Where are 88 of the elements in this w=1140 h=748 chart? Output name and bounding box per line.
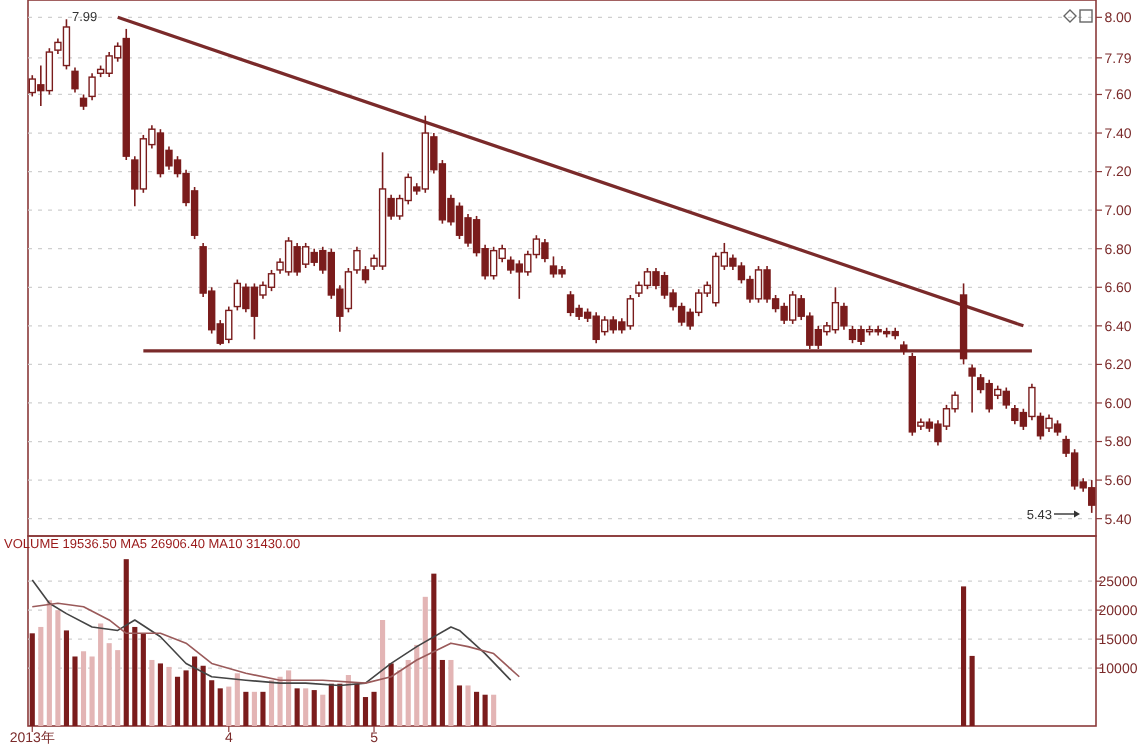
bar [431,573,437,726]
candlestick [45,47,54,96]
bar [422,596,428,726]
candlestick [592,311,600,344]
candlestick [968,363,976,414]
bar [345,675,351,726]
bar [465,685,471,726]
candlestick [1002,386,1010,410]
bar [961,586,967,726]
candlestick [242,282,250,314]
candlestick [857,325,865,346]
candlestick [233,278,242,312]
bar [200,665,206,726]
bar [969,655,975,726]
bar [149,659,155,726]
bar [63,630,70,726]
bar [388,663,394,726]
candlestick [643,267,652,291]
candlestick [660,271,669,300]
candlestick [301,242,310,269]
bar [260,691,266,726]
candlestick [62,18,71,71]
bar [192,656,198,726]
bar [474,691,480,726]
candlestick [652,267,660,291]
candlestick [566,290,575,317]
bar [217,688,223,726]
candlestick [464,213,472,248]
bar [328,683,334,726]
bar [277,676,283,726]
candlestick [267,269,276,292]
bar [226,686,232,726]
candlestick [455,201,464,240]
candlestick [489,245,498,281]
line-series [31,602,521,684]
candlestick [293,242,301,277]
bar [157,663,163,726]
bar [482,694,488,726]
candlestick [284,236,293,277]
bar [456,685,463,726]
candlestick [71,66,79,94]
bar [106,643,112,726]
bar [140,633,146,726]
candlestick [831,286,840,335]
candlestick [754,265,763,304]
bar [123,559,129,726]
candlestick [1011,404,1019,425]
bar [29,633,35,726]
bar [380,619,386,726]
bar [80,651,87,726]
candlestick [105,51,113,78]
bar [234,673,240,726]
bar [303,688,309,726]
bar [251,691,257,726]
bar [98,623,104,726]
bar [268,680,275,726]
line-series [31,579,512,687]
candlestick [840,301,848,331]
candlestick [541,238,549,264]
bar [397,670,403,726]
bar [439,659,445,726]
candlestick [88,72,96,102]
bar [115,650,121,726]
bar [294,688,300,726]
candlestick [763,265,771,304]
candlestick [549,255,558,279]
bar [46,600,52,726]
bar [371,691,377,726]
candlestick [780,301,788,325]
bar [491,694,497,726]
bar [243,691,249,726]
bar [337,683,343,726]
candlestick [626,294,635,331]
candlestick [985,379,993,414]
bar [448,659,454,726]
bar [320,694,326,726]
candlestick [344,267,353,314]
candlestick [353,245,361,275]
bar [354,683,360,726]
bar [414,644,420,726]
candlestick [156,128,165,179]
candlestick [712,251,720,308]
candlestick [225,305,233,344]
bar [311,690,317,726]
candlestick [250,282,259,341]
bar [38,626,44,726]
bar [174,676,181,726]
bar [166,666,172,726]
